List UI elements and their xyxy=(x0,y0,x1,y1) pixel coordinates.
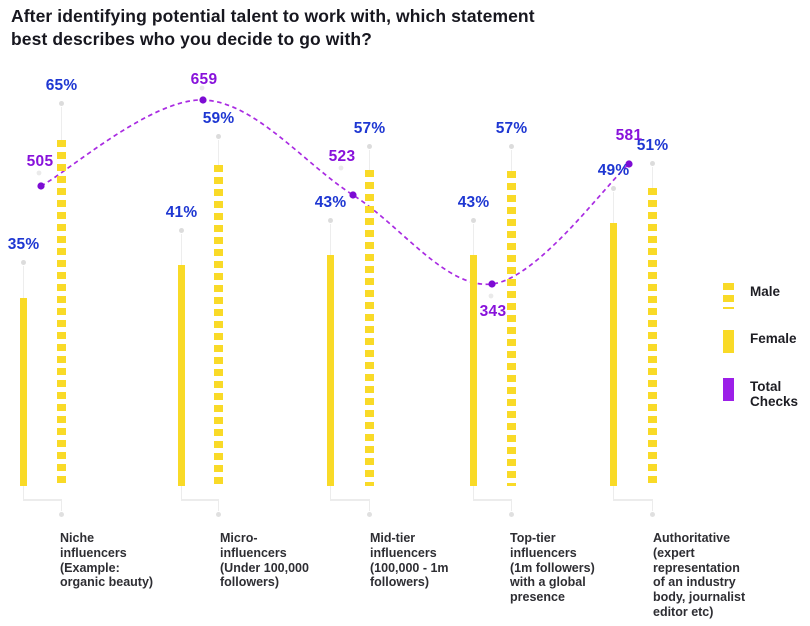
bracket-dot-icon xyxy=(509,511,514,517)
total-label-anchor-dot-icon xyxy=(488,293,494,299)
male-bar-whisker xyxy=(651,167,654,188)
male-percentage-label: 59% xyxy=(202,110,235,127)
bracket-line xyxy=(612,486,615,500)
bracket-line xyxy=(510,499,513,511)
bracket-line xyxy=(612,499,654,501)
category-label: Mid-tier influencers (100,000 - 1m follo… xyxy=(370,531,449,590)
male-percentage-label: 51% xyxy=(636,137,669,154)
bracket-dot-icon xyxy=(216,511,221,517)
female-bar xyxy=(610,223,617,486)
female-bar xyxy=(20,298,27,486)
female-bar xyxy=(178,265,185,486)
female-bar-whisker xyxy=(329,224,332,255)
female-bar xyxy=(327,255,334,486)
legend-item-male: Male xyxy=(723,283,780,309)
female-percentage-label: 35% xyxy=(7,236,40,253)
total-label-anchor-dot-icon xyxy=(36,170,42,176)
bracket-line xyxy=(329,499,371,501)
bracket-line xyxy=(472,499,513,501)
legend-item-total-checks: Total Checks xyxy=(723,378,798,409)
male-bar xyxy=(507,171,516,486)
legend-item-female: Female xyxy=(723,330,797,353)
bracket-line xyxy=(472,486,475,500)
female-bar xyxy=(470,255,477,486)
female-bar-whisker xyxy=(180,234,183,265)
male-whisker-dot-icon xyxy=(59,100,64,106)
chart-title: After identifying potential talent to wo… xyxy=(11,6,535,50)
bracket-line xyxy=(368,499,371,511)
legend-total-checks-label: Total Checks xyxy=(750,379,799,409)
total-checks-value-label: 343 xyxy=(479,303,507,320)
male-bar xyxy=(648,188,657,486)
female-percentage-label: 41% xyxy=(165,204,198,221)
total-checks-value-label: 581 xyxy=(615,127,643,144)
female-bar-whisker xyxy=(612,192,615,223)
bracket-line xyxy=(217,499,220,511)
legend-female-label: Female xyxy=(750,331,797,346)
total-checks-point-icon xyxy=(199,96,207,104)
female-percentage-label: 43% xyxy=(314,194,347,211)
female-whisker-dot-icon xyxy=(328,217,333,223)
female-bar-whisker xyxy=(22,266,25,298)
male-bar-whisker xyxy=(368,150,371,170)
female-percentage-label: 43% xyxy=(457,194,490,211)
bracket-line xyxy=(60,499,63,511)
male-whisker-dot-icon xyxy=(367,143,372,149)
male-bar-whisker xyxy=(217,140,220,165)
legend: Male Female Total Checks xyxy=(723,0,810,626)
bracket-line xyxy=(180,486,183,500)
male-dashed-swatch-icon xyxy=(723,283,734,309)
bracket-line xyxy=(651,499,654,511)
male-whisker-dot-icon xyxy=(650,160,655,166)
male-bar xyxy=(57,140,66,486)
category-label: Top-tier influencers (1m followers) with… xyxy=(510,531,595,605)
female-whisker-dot-icon xyxy=(611,185,616,191)
total-checks-value-label: 505 xyxy=(26,153,54,170)
bracket-dot-icon xyxy=(650,511,655,517)
male-bar xyxy=(365,170,374,486)
bracket-dot-icon xyxy=(59,511,64,517)
male-percentage-label: 57% xyxy=(495,120,528,137)
total-label-anchor-dot-icon xyxy=(338,165,344,171)
total-checks-value-label: 523 xyxy=(328,148,356,165)
male-whisker-dot-icon xyxy=(509,143,514,149)
total-checks-dashed-line xyxy=(40,99,630,285)
male-bar-whisker xyxy=(60,107,63,140)
category-label: Micro- influencers (Under 100,000 follow… xyxy=(220,531,309,590)
bracket-line xyxy=(329,486,332,500)
total-checks-point-icon xyxy=(37,182,45,190)
legend-male-label: Male xyxy=(750,284,781,299)
bracket-line xyxy=(22,486,25,500)
category-label: Niche influencers (Example: organic beau… xyxy=(60,531,154,590)
female-whisker-dot-icon xyxy=(179,227,184,233)
female-whisker-dot-icon xyxy=(471,217,476,223)
female-percentage-label: 49% xyxy=(597,162,630,179)
male-percentage-label: 57% xyxy=(353,120,386,137)
total-checks-point-icon xyxy=(349,191,357,199)
bracket-line xyxy=(180,499,220,501)
male-bar xyxy=(214,165,223,486)
female-solid-swatch-icon xyxy=(723,330,734,353)
total-checks-value-label: 659 xyxy=(190,71,218,88)
category-label: Authoritative (expert representation of … xyxy=(653,531,746,619)
female-whisker-dot-icon xyxy=(21,259,26,265)
total-checks-point-icon xyxy=(488,280,496,288)
male-whisker-dot-icon xyxy=(216,133,221,139)
female-bar-whisker xyxy=(472,224,475,255)
total-checks-swatch-icon xyxy=(723,378,734,401)
bracket-dot-icon xyxy=(367,511,372,517)
bracket-line xyxy=(22,499,63,501)
male-bar-whisker xyxy=(510,150,513,171)
male-percentage-label: 65% xyxy=(45,77,78,94)
